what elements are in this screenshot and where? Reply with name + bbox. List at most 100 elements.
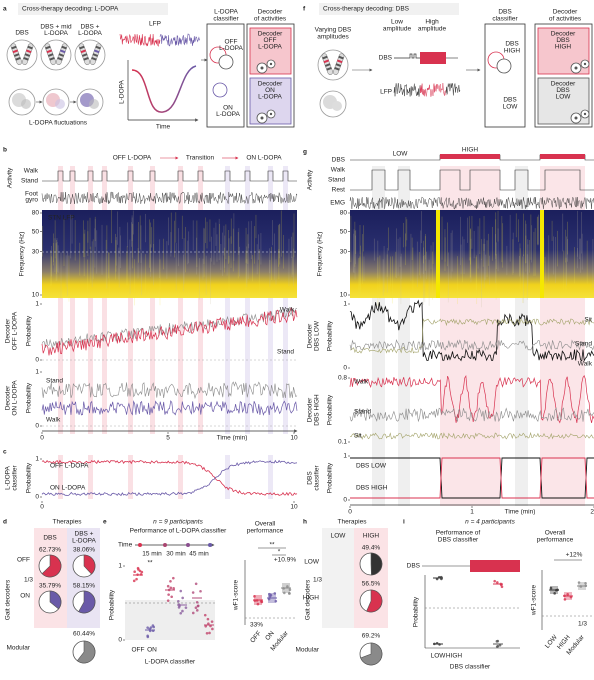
trace bbox=[41, 459, 298, 497]
spec-noise bbox=[470, 229, 471, 265]
y-tick-label: 0 bbox=[35, 423, 39, 430]
spec-noise bbox=[482, 243, 484, 267]
spec-noise bbox=[388, 227, 389, 251]
label: Stand bbox=[46, 378, 63, 385]
circle bbox=[212, 82, 228, 98]
contact bbox=[95, 45, 101, 50]
spec-noise bbox=[423, 256, 425, 305]
point bbox=[167, 593, 170, 596]
spec-noise bbox=[451, 230, 453, 272]
label: performance bbox=[537, 537, 574, 544]
contact bbox=[92, 53, 99, 57]
point bbox=[203, 613, 207, 617]
point bbox=[172, 576, 175, 580]
spec-noise bbox=[379, 255, 381, 300]
spec-noise bbox=[509, 214, 511, 262]
spec-noise bbox=[181, 215, 183, 239]
label: Activity bbox=[7, 167, 14, 188]
label: Walk bbox=[354, 379, 369, 386]
label: 49.4% bbox=[362, 545, 381, 552]
spec-noise bbox=[390, 256, 391, 287]
electrode bbox=[90, 43, 102, 65]
label: amplitudes bbox=[317, 34, 349, 41]
spec-noise bbox=[502, 223, 504, 268]
highlight bbox=[70, 166, 75, 434]
point bbox=[195, 600, 199, 604]
trace bbox=[41, 459, 298, 497]
spec-noise bbox=[537, 216, 539, 246]
spec-noise bbox=[283, 234, 284, 269]
spec-noise bbox=[132, 223, 134, 269]
highlight bbox=[225, 455, 230, 499]
label: Probability bbox=[413, 596, 420, 627]
pie-wedge bbox=[366, 589, 383, 613]
spec-noise bbox=[288, 238, 290, 287]
spec-noise bbox=[477, 226, 479, 269]
spec-noise bbox=[206, 221, 208, 249]
activity-trace bbox=[42, 170, 297, 182]
trace bbox=[349, 299, 594, 362]
spec-noise bbox=[129, 239, 131, 270]
classifier-high bbox=[350, 457, 594, 499]
label: LOW bbox=[556, 94, 572, 101]
point bbox=[210, 620, 214, 623]
label: Walk bbox=[578, 361, 593, 368]
dbs-high bbox=[470, 560, 520, 572]
spec-noise bbox=[166, 241, 168, 279]
spec-noise bbox=[399, 237, 401, 267]
label: Activity bbox=[307, 169, 314, 190]
label: * bbox=[278, 549, 281, 556]
contact bbox=[94, 49, 100, 54]
contact bbox=[337, 59, 343, 64]
spec-noise bbox=[406, 219, 408, 241]
label: EMG bbox=[330, 200, 345, 207]
x-tick-label: 2 bbox=[590, 509, 594, 516]
contact bbox=[11, 45, 17, 50]
label: DBS bbox=[15, 30, 29, 37]
spec-noise bbox=[363, 225, 365, 252]
spec-noise bbox=[476, 255, 478, 305]
contact bbox=[334, 67, 340, 71]
spec-noise bbox=[486, 240, 488, 277]
y-tick-label: 0 bbox=[343, 365, 347, 372]
spec-noise bbox=[247, 234, 249, 264]
spec-noise bbox=[362, 234, 364, 285]
label: Therapies bbox=[53, 519, 83, 526]
label: ON L-DOPA bbox=[50, 485, 86, 492]
y-tick-label: 30 bbox=[340, 248, 348, 255]
point bbox=[273, 592, 277, 595]
point bbox=[553, 592, 556, 595]
spec-noise bbox=[495, 212, 497, 256]
pie-wedge bbox=[360, 642, 383, 666]
spec-noise bbox=[51, 245, 52, 277]
spec-noise bbox=[55, 243, 57, 282]
spec-noise bbox=[460, 244, 462, 275]
spec-noise bbox=[457, 256, 458, 305]
highlight bbox=[268, 455, 273, 499]
spec-noise bbox=[209, 219, 211, 242]
label: Probability bbox=[109, 589, 116, 620]
point bbox=[498, 643, 502, 647]
point bbox=[194, 606, 198, 610]
point bbox=[170, 595, 173, 599]
spec-noise bbox=[412, 247, 414, 293]
label: Decoder bbox=[5, 385, 12, 410]
label: n = 9 participants bbox=[153, 519, 203, 526]
spec-noise bbox=[373, 238, 375, 261]
spec-noise bbox=[527, 244, 529, 286]
spec-noise bbox=[495, 253, 497, 300]
label: DBS bbox=[556, 37, 570, 44]
spec-noise bbox=[479, 218, 481, 255]
spec-noise bbox=[358, 258, 360, 299]
label: 60.44% bbox=[73, 631, 95, 638]
spec-noise bbox=[557, 230, 558, 267]
spec-noise bbox=[108, 252, 110, 297]
spec-noise bbox=[89, 217, 91, 250]
label: Probability bbox=[26, 382, 33, 413]
point bbox=[136, 566, 140, 570]
spec-noise bbox=[271, 220, 273, 246]
label: Walk bbox=[280, 307, 295, 314]
spectrogram bbox=[350, 210, 594, 298]
contact bbox=[47, 53, 54, 57]
